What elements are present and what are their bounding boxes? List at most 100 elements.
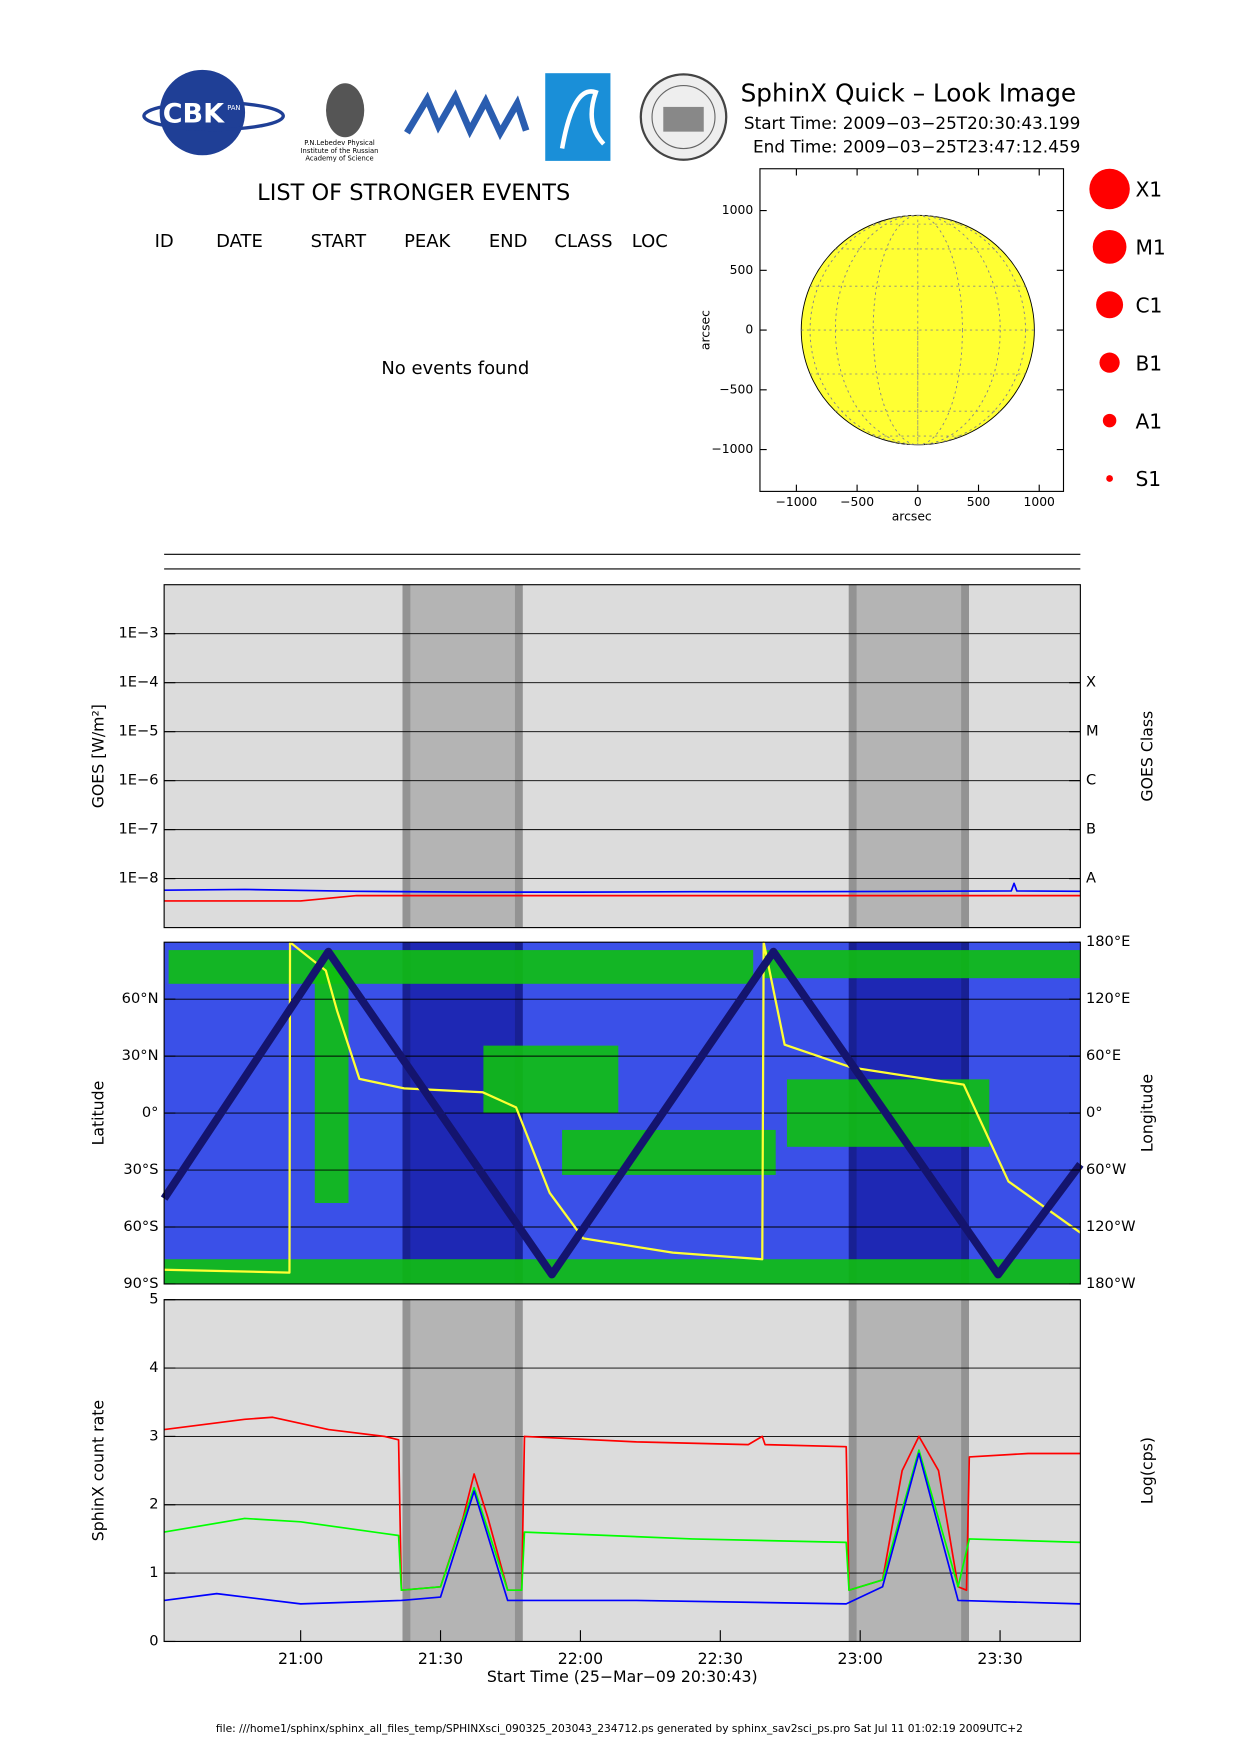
x-tick-label: 1000 xyxy=(1023,495,1055,509)
penumbra xyxy=(514,1299,523,1642)
x-axis-label: Start Time (25−Mar−09 20:30:43) xyxy=(487,1667,758,1686)
legend-marker xyxy=(1106,475,1113,482)
y-tick-label: 4 xyxy=(149,1359,158,1376)
y2-tick-label: 60°E xyxy=(1086,1047,1121,1064)
plot-frame xyxy=(163,584,1081,929)
y-tick-label: 1E−4 xyxy=(118,674,158,691)
y2-axis-label: Log(cps) xyxy=(1137,1437,1156,1504)
y-tick-label: 5 xyxy=(149,1291,158,1308)
mpdi-mark xyxy=(404,89,530,141)
y-tick-label: 30°N xyxy=(122,1047,159,1064)
night-interval xyxy=(848,1299,970,1642)
arc-mark xyxy=(559,89,606,149)
y-tick-label: 1E−8 xyxy=(118,870,158,887)
column-header: ID xyxy=(155,231,174,252)
x-tick-label: 500 xyxy=(967,495,991,509)
arc-logo xyxy=(545,73,611,161)
penumbra xyxy=(961,584,970,928)
series-line xyxy=(164,1452,1081,1605)
legend-label: A1 xyxy=(1135,409,1162,433)
lebedev-logo: P.N.Lebedev Physical Institute of the Ru… xyxy=(301,83,378,163)
column-header: END xyxy=(489,231,528,252)
legend-label: M1 xyxy=(1135,236,1165,260)
y-axis-label: GOES [W/m²] xyxy=(88,704,107,808)
y2-tick-label: M xyxy=(1086,723,1099,740)
y-tick-label: 90°S xyxy=(123,1275,158,1292)
cbk-logo: CBK PAN xyxy=(142,69,285,156)
y-tick-label: 1 xyxy=(149,1564,158,1581)
portrait xyxy=(326,83,365,138)
zone xyxy=(164,1259,1081,1284)
legend-label: B1 xyxy=(1135,351,1162,375)
series-line xyxy=(164,1416,1081,1592)
y-tick-label: −500 xyxy=(719,382,753,396)
x-tick-label: 21:00 xyxy=(278,1649,323,1668)
penumbra xyxy=(402,1299,411,1642)
series-line xyxy=(160,947,1084,1279)
y2-axis-label: Longitude xyxy=(1137,1074,1156,1152)
night-interval xyxy=(848,584,970,928)
y-tick-label: 1E−3 xyxy=(118,625,158,642)
legend-label: X1 xyxy=(1135,178,1162,202)
y-tick-label: 0° xyxy=(142,1104,159,1121)
y-tick-label: 3 xyxy=(149,1427,158,1444)
meridian xyxy=(809,214,1026,446)
penumbra xyxy=(961,1299,970,1642)
y2-tick-label: X xyxy=(1086,674,1096,691)
logo-text: Academy of Science xyxy=(305,155,373,163)
legend-label: C1 xyxy=(1135,294,1162,318)
penumbra xyxy=(514,584,523,928)
start-time: Start Time: 2009−03−25T20:30:43.199 xyxy=(744,113,1080,133)
y-tick-label: 1E−5 xyxy=(118,723,158,740)
x-tick-label: 0 xyxy=(914,495,922,509)
mpdi-logo xyxy=(404,89,530,141)
y2-tick-label: 0° xyxy=(1086,1104,1103,1121)
legend-marker xyxy=(1092,230,1127,264)
y-tick-label: 1E−7 xyxy=(118,821,158,838)
y2-axis-label: GOES Class xyxy=(1137,711,1156,802)
y-tick-label: 60°S xyxy=(123,1218,158,1235)
y-tick-label: 2 xyxy=(149,1496,158,1513)
y-tick-label: 60°N xyxy=(122,990,159,1007)
y2-tick-label: 120°E xyxy=(1086,990,1130,1007)
column-header: PEAK xyxy=(404,231,451,252)
page-title: SphinX Quick – Look Image xyxy=(741,79,1077,108)
column-header: CLASS xyxy=(554,231,612,252)
plot-frame xyxy=(163,1299,1081,1643)
legend-marker xyxy=(1089,168,1130,210)
y-tick-label: 0 xyxy=(745,323,753,337)
y2-tick-label: 60°W xyxy=(1086,1161,1126,1178)
y-axis-label: Latitude xyxy=(88,1081,107,1146)
seal-building xyxy=(663,106,704,132)
arc-bg xyxy=(545,73,611,161)
y2-tick-label: C xyxy=(1086,772,1096,789)
pan-text: PAN xyxy=(227,104,240,112)
end-time: End Time: 2009−03−25T23:47:12.459 xyxy=(753,136,1080,156)
y-tick-label: 1000 xyxy=(722,203,754,217)
x-tick-label: 21:30 xyxy=(418,1649,463,1668)
x-tick-label: 22:30 xyxy=(698,1649,743,1668)
logo-text: P.N.Lebedev Physical xyxy=(304,139,375,147)
y-axis-label: SphinX count rate xyxy=(88,1400,107,1541)
cbk-text: CBK xyxy=(163,98,225,129)
seal-inner xyxy=(651,84,716,150)
y-tick-label: 500 xyxy=(730,263,754,277)
series-line xyxy=(163,1449,1081,1592)
y-tick-label: 30°S xyxy=(123,1161,158,1178)
cbk-ring xyxy=(142,100,285,132)
zone xyxy=(562,1129,776,1175)
x-axis-label: arcsec xyxy=(892,510,932,524)
penumbra xyxy=(402,584,411,928)
y2-tick-label: A xyxy=(1086,870,1096,887)
zone xyxy=(314,966,349,1204)
y-tick-label: −1000 xyxy=(711,442,753,456)
night-interval xyxy=(402,584,523,928)
x-tick-label: −1000 xyxy=(775,495,817,509)
series-line xyxy=(164,894,1081,902)
y2-tick-label: 180°W xyxy=(1086,1275,1136,1292)
events-message: No events found xyxy=(381,358,529,379)
x-tick-label: 23:00 xyxy=(838,1649,883,1668)
y-axis-label: arcsec xyxy=(699,310,713,350)
y2-tick-label: 120°W xyxy=(1086,1218,1136,1235)
